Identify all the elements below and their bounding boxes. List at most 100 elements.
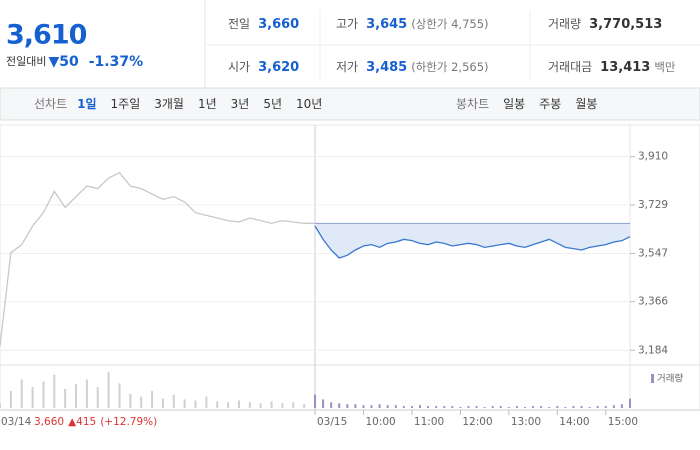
prev-change-pct: (+12.79%) <box>100 416 157 428</box>
prev-close: 3,660 <box>34 416 64 428</box>
change-row: 전일대비 ▼50 -1.37% <box>6 54 143 70</box>
candle-tab[interactable]: 월봉 <box>575 97 597 111</box>
volume-bar <box>205 396 208 408</box>
volume-bar <box>248 402 251 408</box>
volume-bar <box>338 403 341 408</box>
volume-bar <box>259 403 262 408</box>
prev-summary: 3,660 ▲415 (+12.79%) <box>34 416 157 428</box>
volume-bar <box>483 407 486 408</box>
volume-bar <box>410 406 413 408</box>
volume-bar <box>303 404 306 408</box>
tab-row: 선차트 1일 1주일 3개월 1년 3년 5년 10년 <box>34 97 322 111</box>
volume-bar <box>314 394 316 408</box>
period-tab[interactable]: 1주일 <box>111 97 141 111</box>
stat-label: 고가 <box>336 17 358 31</box>
stat-note: 백만 <box>654 60 676 74</box>
x-tick-label: 03/15 <box>317 416 347 428</box>
volume-bar <box>140 396 143 408</box>
volume-bar <box>370 405 373 408</box>
stat: 저가 3,485 (하한가 2,565) <box>336 60 489 75</box>
tab-label: 선차트 <box>34 97 67 111</box>
price: 3,610 <box>6 20 87 51</box>
volume-bar <box>572 406 575 408</box>
volume-bar <box>362 405 365 408</box>
area-fill <box>315 223 630 258</box>
volume-bar <box>31 387 34 408</box>
volume-bar <box>427 406 430 408</box>
period-tab[interactable]: 1일 <box>77 97 96 111</box>
volume-bar <box>564 407 567 408</box>
stat-label: 거래대금 <box>548 60 592 74</box>
y-tick-label: 3,184 <box>638 344 668 356</box>
volume-bar <box>459 407 462 408</box>
volume-bar <box>281 403 284 408</box>
x-tick-label: 14:00 <box>559 416 589 428</box>
x-tick-label: 13:00 <box>511 416 541 428</box>
volume-bar <box>346 404 349 408</box>
stat: 거래대금 13,413 백만 <box>548 60 676 75</box>
stat-note: (하한가 2,565) <box>411 60 488 74</box>
x-tick-label: 15:00 <box>608 416 638 428</box>
period-tab[interactable]: 1년 <box>198 97 217 111</box>
volume-bar <box>292 402 295 408</box>
volume-bar <box>330 402 333 408</box>
tab-bar <box>0 87 700 121</box>
stat-label: 저가 <box>336 60 358 74</box>
x-tick-label: 12:00 <box>462 416 492 428</box>
volume-bar <box>548 407 551 408</box>
volume-bar <box>394 405 397 408</box>
volume-bar <box>532 406 535 408</box>
candle-tab[interactable]: 주봉 <box>539 97 561 111</box>
volume-bar <box>161 398 164 408</box>
stat-label: 전일 <box>228 17 250 31</box>
candle-tab[interactable]: 일봉 <box>503 97 525 111</box>
volume-bar <box>378 404 381 408</box>
x-tick-label: 10:00 <box>365 416 395 428</box>
volume-bar <box>443 406 446 408</box>
volume-bar <box>172 394 175 408</box>
stat: 고가 3,645 (상한가 4,755) <box>336 17 489 32</box>
period-tab[interactable]: 3개월 <box>154 97 184 111</box>
volume-bar <box>354 404 357 408</box>
y-tick-label: 3,366 <box>638 296 668 308</box>
volume-bar <box>556 406 559 408</box>
volume-bar <box>85 379 88 408</box>
volume-bar <box>419 405 421 408</box>
volume-bar <box>9 390 12 408</box>
stat-value: 3,620 <box>258 60 299 75</box>
y-tick-label: 3,910 <box>638 151 668 163</box>
volume-bar <box>64 389 67 408</box>
period-tab[interactable]: 5년 <box>263 97 282 111</box>
volume-bar <box>216 401 219 408</box>
volume-bar <box>451 406 454 408</box>
volume-bar <box>499 406 502 408</box>
volume-bar <box>540 406 543 408</box>
volume-bar <box>491 406 494 408</box>
stat-note: (상한가 4,755) <box>411 17 488 31</box>
stat-value: 3,660 <box>258 17 299 32</box>
volume-bar <box>129 393 132 408</box>
volume-bar <box>435 406 438 408</box>
x-tick-label: 11:00 <box>414 416 444 428</box>
volume-bar <box>322 399 325 408</box>
change-label: 전일대비 <box>6 54 46 68</box>
prev-date: 03/14 <box>1 416 32 428</box>
volume-bar <box>596 406 599 408</box>
volume-bar <box>467 406 470 408</box>
period-tab[interactable]: 3년 <box>231 97 250 111</box>
volume-bar <box>183 399 186 408</box>
period-tab[interactable]: 10년 <box>296 97 322 111</box>
volume-bar <box>53 374 56 408</box>
volume-bar <box>237 400 240 408</box>
volume-bar <box>588 407 591 408</box>
stat-value: 13,413 <box>600 60 650 75</box>
volume-bar <box>118 383 121 408</box>
y-tick-label: 3,729 <box>638 199 668 211</box>
tab-label: 봉차트 <box>456 97 489 111</box>
stat-value: 3,645 <box>366 17 407 32</box>
tab-row: 봉차트 일봉 주봉 월봉 <box>456 97 597 111</box>
stat-value: 3,485 <box>366 60 407 75</box>
legend-swatch <box>651 374 654 383</box>
volume-bar <box>270 401 273 408</box>
